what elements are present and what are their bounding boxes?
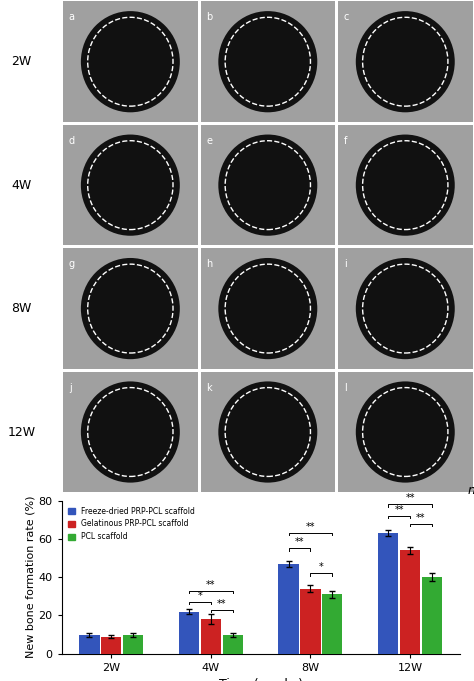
Bar — [279, 564, 299, 654]
Ellipse shape — [219, 135, 317, 236]
Text: 2W: 2W — [11, 55, 32, 68]
Text: *: * — [198, 591, 202, 601]
FancyBboxPatch shape — [201, 249, 335, 369]
FancyBboxPatch shape — [63, 125, 198, 245]
Bar — [378, 533, 398, 654]
Ellipse shape — [81, 381, 180, 483]
Ellipse shape — [356, 258, 455, 359]
Text: i: i — [344, 259, 346, 269]
Text: 4W: 4W — [11, 178, 32, 191]
Text: b: b — [206, 12, 212, 22]
Text: **: ** — [394, 505, 404, 515]
Text: **: ** — [206, 580, 216, 590]
Text: **: ** — [416, 513, 426, 522]
Text: k: k — [206, 383, 212, 393]
Ellipse shape — [356, 11, 455, 112]
FancyBboxPatch shape — [63, 249, 198, 369]
Bar — [422, 577, 442, 654]
Text: **: ** — [295, 537, 304, 548]
FancyBboxPatch shape — [338, 1, 473, 122]
Text: **: ** — [306, 522, 315, 532]
Text: 12W: 12W — [8, 426, 36, 439]
Ellipse shape — [356, 135, 455, 236]
Text: 8W: 8W — [11, 302, 32, 315]
Ellipse shape — [81, 258, 180, 359]
Ellipse shape — [219, 11, 317, 112]
FancyBboxPatch shape — [201, 1, 335, 122]
Text: l: l — [344, 383, 346, 393]
Bar — [400, 550, 420, 654]
FancyBboxPatch shape — [201, 372, 335, 492]
Bar — [80, 635, 100, 654]
X-axis label: Time (weeks): Time (weeks) — [219, 678, 303, 681]
Ellipse shape — [81, 135, 180, 236]
Bar — [322, 595, 342, 654]
Text: **: ** — [217, 599, 227, 609]
Ellipse shape — [356, 381, 455, 483]
Ellipse shape — [219, 258, 317, 359]
Bar — [101, 637, 121, 654]
Legend: Freeze-dried PRP-PCL scaffold, Gelatinous PRP-PCL scaffold, PCL scaffold: Freeze-dried PRP-PCL scaffold, Gelatinou… — [65, 505, 198, 543]
FancyBboxPatch shape — [338, 249, 473, 369]
Bar — [301, 588, 320, 654]
Text: *: * — [319, 563, 324, 572]
Text: j: j — [69, 383, 72, 393]
Text: f: f — [344, 136, 347, 146]
Text: **: ** — [405, 494, 415, 503]
Text: h: h — [206, 259, 212, 269]
Ellipse shape — [81, 11, 180, 112]
Text: e: e — [206, 136, 212, 146]
Text: c: c — [344, 12, 349, 22]
Text: d: d — [69, 136, 75, 146]
Text: m: m — [468, 484, 474, 497]
Bar — [223, 635, 243, 654]
FancyBboxPatch shape — [201, 125, 335, 245]
Y-axis label: New bone formation rate (%): New bone formation rate (%) — [26, 496, 36, 659]
Ellipse shape — [219, 381, 317, 483]
Bar — [201, 619, 221, 654]
FancyBboxPatch shape — [63, 1, 198, 122]
FancyBboxPatch shape — [338, 125, 473, 245]
FancyBboxPatch shape — [338, 372, 473, 492]
Text: g: g — [69, 259, 75, 269]
Bar — [123, 635, 143, 654]
Text: a: a — [69, 12, 75, 22]
FancyBboxPatch shape — [63, 372, 198, 492]
Bar — [179, 612, 199, 654]
